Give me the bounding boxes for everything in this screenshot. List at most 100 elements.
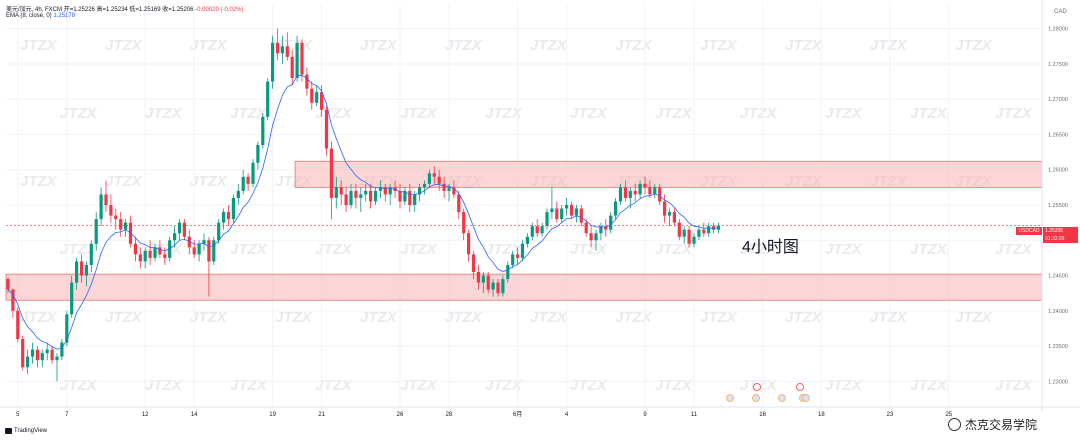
candle-body: [320, 92, 324, 110]
candle-body: [251, 162, 255, 184]
zone-resistance: [294, 160, 1043, 188]
price-axis[interactable]: 1.285001.280001.275001.270001.265001.260…: [1041, 0, 1068, 412]
zones-layer: [5, 160, 1043, 301]
watermark-text: JTZX: [275, 37, 313, 54]
candle-body: [697, 229, 701, 237]
price-tick-label: 1.27500: [1048, 62, 1068, 68]
price-tick-label: 1.24500: [1048, 274, 1068, 280]
candle-body: [143, 250, 147, 262]
candle-body: [315, 92, 319, 103]
watermark-text: JTZX: [105, 173, 143, 190]
candle-body: [158, 247, 162, 255]
candle-body: [329, 148, 333, 198]
ohlc-values: 开=1.25226 高=1.25234 低=1.25169 收=1.25206: [63, 7, 194, 13]
watermark-text: JTZX: [60, 241, 98, 258]
candles-layer: [6, 28, 721, 382]
candle-body: [339, 187, 343, 195]
candle-body: [231, 197, 235, 220]
candle-body: [236, 190, 240, 198]
logo-text: 杰克交易学院: [965, 418, 1038, 432]
candle-body: [114, 215, 118, 220]
candle-body: [261, 116, 265, 146]
time-tick-label: 28: [446, 412, 453, 418]
watermark-text: JTZX: [825, 377, 863, 394]
watermark-text: JTZX: [995, 377, 1033, 394]
watermark-text: JTZX: [530, 37, 568, 54]
symbol-label: 美元/加元, 4h, FXCM: [6, 7, 63, 13]
candle-body: [275, 42, 280, 54]
candle-body: [207, 240, 211, 262]
price-tick-label: 1.23000: [1048, 379, 1068, 385]
event-us-flag-icon: [726, 394, 734, 402]
watermark-text: JTZX: [910, 377, 948, 394]
watermark-text: JTZX: [785, 309, 823, 326]
candle-body: [707, 226, 711, 234]
candle-body: [614, 201, 618, 216]
candle-body: [476, 272, 480, 283]
watermark-text: JTZX: [20, 37, 58, 54]
change-value: -0.00020 (-0.02%): [195, 7, 244, 13]
candle-body: [70, 282, 74, 315]
candle-body: [94, 219, 98, 244]
watermark-text: JTZX: [700, 309, 738, 326]
candle-body: [442, 183, 446, 191]
candle-body: [682, 229, 686, 237]
candle-body: [187, 236, 191, 248]
price-tick-label: 1.26500: [1048, 132, 1068, 138]
candle-body: [452, 187, 456, 195]
candle-body: [344, 194, 348, 205]
watermark-text: JTZX: [275, 309, 313, 326]
candle-body: [550, 208, 554, 213]
candle-body: [177, 222, 182, 234]
candle-body: [285, 46, 289, 57]
watermark-text: JTZX: [655, 241, 693, 258]
tradingview-brand[interactable]: TradingView: [14, 428, 48, 434]
price-tick-label: 1.24000: [1048, 309, 1068, 315]
candle-body: [246, 176, 250, 184]
candle-body: [609, 215, 613, 230]
candle-body: [692, 236, 696, 244]
candle-body: [60, 342, 64, 357]
candle-body: [26, 356, 30, 368]
candle-body: [457, 194, 461, 213]
candle-body: [75, 261, 79, 283]
watermark-text: JTZX: [230, 241, 268, 258]
time-axis[interactable]: 5 7 12 14 19 21 26 28 6月 4 9 11 16 18 23 25: [0, 406, 1080, 418]
watermark-text: JTZX: [315, 377, 353, 394]
candle-body: [511, 254, 515, 265]
candle-body: [305, 74, 309, 89]
candle-body: [437, 176, 441, 184]
candle-body: [506, 264, 510, 280]
candle-body: [119, 219, 123, 230]
candle-body: [398, 190, 402, 202]
timeframe-annotation: 4小时图: [742, 239, 799, 256]
watermark-text: JTZX: [230, 377, 268, 394]
candle-body: [648, 187, 652, 195]
watermark-text: JTZX: [445, 37, 483, 54]
watermark-text: JTZX: [230, 105, 268, 122]
candle-body: [604, 226, 608, 230]
watermark-text: JTZX: [315, 241, 353, 258]
watermark-text: JTZX: [315, 105, 353, 122]
candle-body: [295, 42, 299, 79]
candle-body: [241, 176, 245, 191]
watermark-text: JTZX: [615, 309, 653, 326]
watermark-text: JTZX: [570, 105, 608, 122]
candle-body: [643, 183, 647, 188]
candle-body: [467, 233, 471, 255]
watermark-text: JTZX: [995, 105, 1033, 122]
candle-body: [658, 187, 662, 202]
candle-body: [369, 190, 373, 202]
candle-body: [256, 145, 260, 163]
watermark-text: JTZX: [570, 241, 608, 258]
tradingview-logo-icon: [5, 428, 12, 434]
candle-body: [530, 226, 534, 237]
candle-body: [266, 81, 270, 117]
logo-circle-icon: [948, 418, 961, 431]
time-tick-label: 16: [759, 412, 766, 418]
watermark-text: JTZX: [570, 377, 608, 394]
candle-body: [55, 356, 59, 361]
candle-body: [226, 212, 231, 220]
candle-body: [481, 275, 485, 283]
